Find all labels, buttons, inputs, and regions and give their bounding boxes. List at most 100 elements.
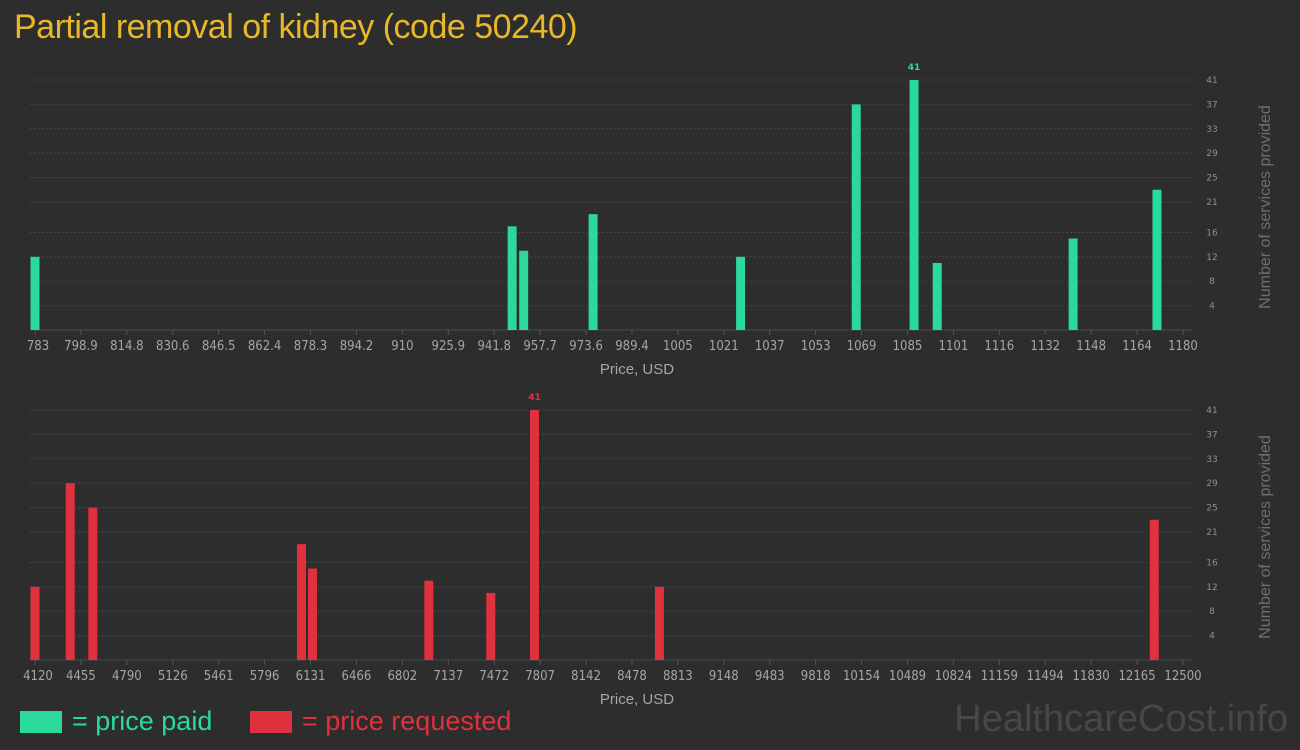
x-tick-label: 973.6 bbox=[569, 339, 602, 354]
bar bbox=[1152, 189, 1162, 330]
bar bbox=[65, 483, 75, 660]
y-tick-label: 12 bbox=[1206, 583, 1217, 593]
y-tick-label: 4 bbox=[1209, 302, 1215, 312]
y-tick-label: 21 bbox=[1206, 198, 1217, 208]
x-tick-label: 862.4 bbox=[248, 339, 281, 354]
x-tick-label: 10489 bbox=[889, 669, 926, 684]
bar bbox=[909, 80, 919, 330]
bar bbox=[736, 256, 746, 330]
bar bbox=[486, 592, 496, 660]
x-tick-label: 989.4 bbox=[615, 339, 648, 354]
bar bbox=[507, 226, 517, 330]
x-tick-label: 1116 bbox=[984, 339, 1014, 354]
x-tick-label: 11494 bbox=[1027, 669, 1064, 684]
y-tick-label: 16 bbox=[1206, 228, 1218, 238]
x-tick-label: 925.9 bbox=[432, 339, 465, 354]
x-tick-label: 9483 bbox=[755, 669, 785, 684]
x-tick-label: 783 bbox=[27, 339, 49, 354]
x-tick-label: 4120 bbox=[23, 669, 53, 684]
x-tick-label: 5126 bbox=[158, 669, 188, 684]
x-tick-label: 4455 bbox=[66, 669, 96, 684]
y-tick-label: 29 bbox=[1206, 149, 1218, 159]
x-tick-label: 830.6 bbox=[156, 339, 189, 354]
x-axis-label: Price, USD bbox=[600, 691, 674, 708]
x-tick-label: 6802 bbox=[387, 669, 417, 684]
legend-requested: = price requested bbox=[250, 706, 511, 737]
x-tick-label: 6466 bbox=[342, 669, 372, 684]
x-tick-label: 6131 bbox=[296, 669, 326, 684]
x-tick-label: 4790 bbox=[112, 669, 142, 684]
y-tick-label: 33 bbox=[1206, 455, 1217, 465]
legend-requested-label: = price requested bbox=[302, 706, 512, 736]
legend-paid-label: = price paid bbox=[72, 706, 213, 736]
bar-data-label: 41 bbox=[908, 63, 921, 73]
x-tick-label: 8478 bbox=[617, 669, 647, 684]
x-tick-label: 1085 bbox=[893, 339, 923, 354]
x-tick-label: 8813 bbox=[663, 669, 693, 684]
bar bbox=[308, 568, 318, 660]
price-paid-chart: 4 8 12 16 21 25 29 33 37 41 783 798.9 814.8 830.6 846.… bbox=[27, 63, 1274, 378]
x-axis-label: Price, USD bbox=[600, 361, 674, 378]
x-tick-label: 1053 bbox=[801, 339, 831, 354]
x-tick-label: 7472 bbox=[479, 669, 509, 684]
x-tick-label: 1021 bbox=[709, 339, 739, 354]
y-tick-label: 8 bbox=[1209, 277, 1215, 287]
y-tick-label: 16 bbox=[1206, 558, 1218, 568]
x-tick-label: 1148 bbox=[1076, 339, 1106, 354]
bar-data-label: 41 bbox=[528, 393, 541, 403]
bar bbox=[529, 410, 539, 660]
x-tick-label: 1132 bbox=[1030, 339, 1060, 354]
y-tick-label: 8 bbox=[1209, 607, 1215, 617]
y-tick-label: 29 bbox=[1206, 479, 1218, 489]
x-tick-label: 1069 bbox=[847, 339, 877, 354]
x-tick-label: 7807 bbox=[525, 669, 555, 684]
y-tick-label: 37 bbox=[1206, 430, 1217, 440]
x-tick-label: 846.5 bbox=[202, 339, 235, 354]
bar bbox=[851, 104, 861, 330]
x-tick-label: 11830 bbox=[1073, 669, 1110, 684]
legend-paid-swatch bbox=[20, 710, 62, 733]
x-tick-label: 1180 bbox=[1168, 339, 1198, 354]
bar bbox=[1068, 238, 1078, 330]
bar bbox=[588, 214, 598, 330]
bar bbox=[424, 580, 434, 660]
x-tick-label: 5796 bbox=[250, 669, 280, 684]
y-tick-label: 25 bbox=[1206, 174, 1217, 184]
watermark: HealthcareCost.info bbox=[954, 698, 1288, 740]
y-tick-label: 37 bbox=[1206, 100, 1217, 110]
x-tick-label: 5461 bbox=[204, 669, 234, 684]
x-tick-label: 1037 bbox=[755, 339, 785, 354]
x-tick-label: 9818 bbox=[801, 669, 831, 684]
x-tick-label: 910 bbox=[391, 339, 413, 354]
x-tick-label: 12165 bbox=[1118, 669, 1155, 684]
bar bbox=[30, 256, 40, 330]
bar bbox=[296, 544, 306, 660]
legend-paid: = price paid bbox=[20, 706, 212, 737]
bar bbox=[654, 586, 664, 660]
page-title: Partial removal of kidney (code 50240) bbox=[14, 8, 578, 46]
y-tick-label: 12 bbox=[1206, 253, 1217, 263]
x-tick-label: 798.9 bbox=[64, 339, 97, 354]
y-tick-label: 41 bbox=[1206, 406, 1217, 416]
x-tick-label: 814.8 bbox=[110, 339, 143, 354]
bar bbox=[88, 507, 98, 660]
x-tick-label: 1005 bbox=[663, 339, 693, 354]
x-tick-label: 10824 bbox=[935, 669, 972, 684]
bar bbox=[1149, 519, 1159, 660]
x-tick-label: 941.8 bbox=[477, 339, 510, 354]
legend-requested-swatch bbox=[250, 710, 292, 733]
bar bbox=[519, 250, 529, 330]
x-tick-label: 1101 bbox=[939, 339, 969, 354]
x-tick-label: 1164 bbox=[1122, 339, 1152, 354]
x-tick-label: 878.3 bbox=[294, 339, 327, 354]
y-axis-label: Number of services provided bbox=[1257, 435, 1274, 639]
x-tick-label: 9148 bbox=[709, 669, 739, 684]
y-tick-label: 4 bbox=[1209, 632, 1215, 642]
y-axis-label: Number of services provided bbox=[1257, 105, 1274, 309]
price-requested-chart: 4 8 12 16 21 25 29 33 37 41 4120 4455 4790 5126 5461 57… bbox=[23, 393, 1274, 708]
y-tick-label: 21 bbox=[1206, 528, 1217, 538]
y-tick-label: 25 bbox=[1206, 504, 1217, 514]
x-tick-label: 11159 bbox=[981, 669, 1018, 684]
x-tick-label: 12500 bbox=[1164, 669, 1201, 684]
y-tick-label: 33 bbox=[1206, 125, 1217, 135]
